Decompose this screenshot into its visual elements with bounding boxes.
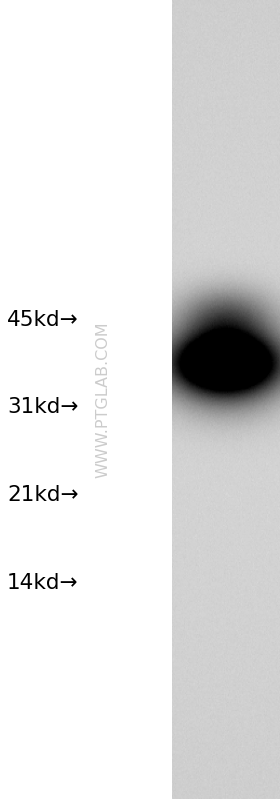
Text: 14kd→: 14kd→ — [7, 573, 78, 594]
Text: 31kd→: 31kd→ — [7, 397, 78, 418]
Text: 45kd→: 45kd→ — [7, 309, 78, 330]
Text: WWW.PTGLAB.COM: WWW.PTGLAB.COM — [96, 321, 111, 478]
Text: 21kd→: 21kd→ — [7, 485, 78, 506]
